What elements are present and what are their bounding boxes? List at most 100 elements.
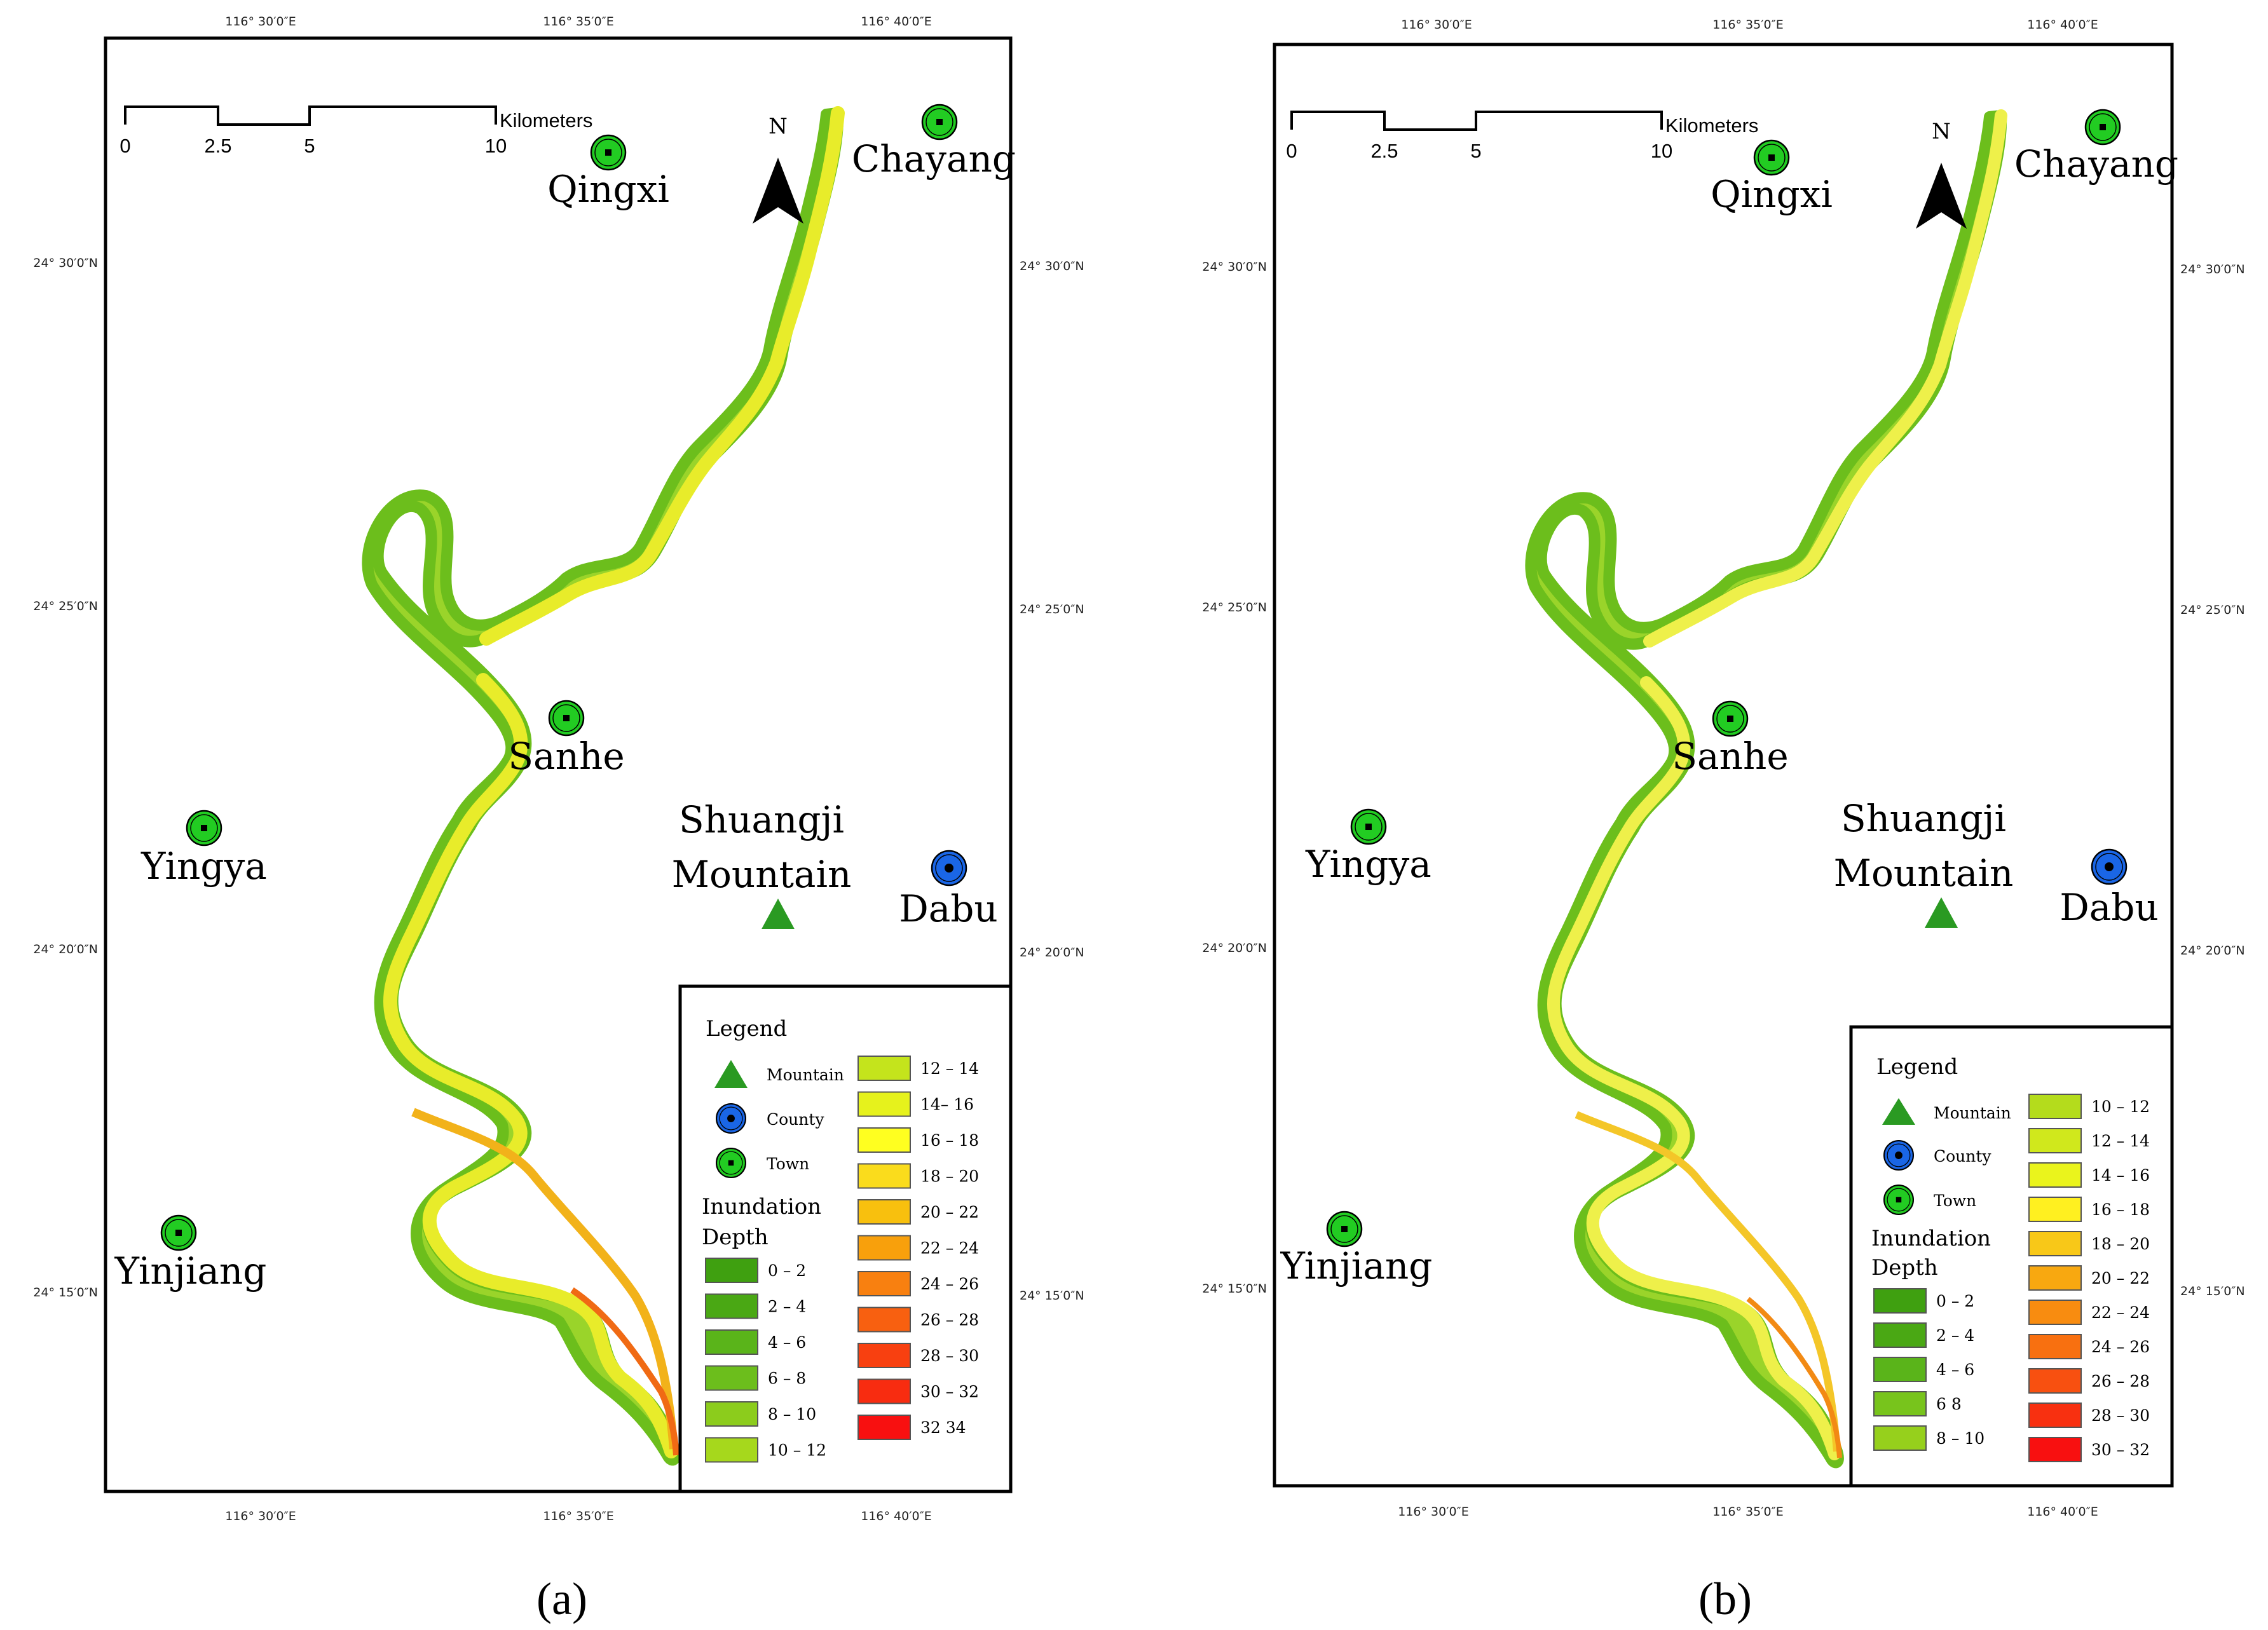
- legend-swatch: [705, 1437, 758, 1463]
- town-icon: [1326, 1211, 1363, 1247]
- mountain-icon: [762, 899, 795, 929]
- legend-swatch: [2028, 1265, 2082, 1291]
- legend-swatch-label: 28 – 30: [920, 1347, 979, 1365]
- place-shuangji-mountain: Shuangji Mountain: [672, 798, 852, 929]
- town-icon: [590, 134, 627, 171]
- legend-swatch: [1873, 1425, 1927, 1451]
- legend-swatch: [2028, 1094, 2082, 1119]
- lat-label: 24° 25′0″N: [1020, 602, 1084, 616]
- place-yinjiang: Yinjiang: [114, 1214, 267, 1293]
- legend-item-label: Mountain: [1934, 1104, 2011, 1122]
- legend-classes: 0 – 2 2 – 4 4 – 6 6 – 8 8 – 10 10 – 12 12 – 14…: [705, 1056, 979, 1463]
- legend-swatch-label: 2 – 4: [768, 1298, 806, 1316]
- scale-tick: 10: [1651, 140, 1672, 162]
- place-dabu: Dabu: [2060, 848, 2159, 929]
- legend-swatch: [2028, 1300, 2082, 1325]
- legend-swatch: [705, 1365, 758, 1391]
- panel-caption: (a): [536, 1573, 587, 1624]
- place-yingya: Yingya: [1305, 808, 1431, 886]
- legend-swatch: [705, 1401, 758, 1427]
- legend-swatch-label: 0 – 2: [768, 1261, 806, 1280]
- north-label: N: [1932, 119, 1951, 144]
- legend-swatch-label: 30 – 32: [920, 1383, 979, 1401]
- legend-swatch-label: 16 – 18: [920, 1131, 979, 1150]
- north-arrow-icon: N: [753, 114, 803, 224]
- place-label: Yinjiang: [1280, 1244, 1433, 1287]
- place-sanhe: Sanhe: [1672, 700, 1789, 778]
- panel-a: 116° 30′0″E 116° 35′0″E 116° 40′0″E 116°…: [33, 15, 1084, 1624]
- lat-label: 24° 20′0″N: [33, 942, 98, 956]
- legend-item-label: Town: [767, 1155, 809, 1173]
- lat-label: 24° 15′0″N: [1020, 1289, 1084, 1303]
- legend-swatch-label: 14 – 16: [2091, 1166, 2150, 1185]
- town-icon: [160, 1214, 197, 1251]
- legend-swatch-label: 24 – 26: [2091, 1338, 2150, 1356]
- place-label: Yingya: [1305, 843, 1431, 886]
- legend-depth-title: Depth: [702, 1225, 769, 1250]
- lon-label: 116° 40′0″E: [861, 1509, 932, 1523]
- legend-swatch: [857, 1271, 911, 1296]
- lon-label: 116° 35′0″E: [543, 15, 614, 29]
- legend-swatch-label: 10 – 12: [2091, 1097, 2150, 1116]
- legend-swatch: [857, 1378, 911, 1404]
- lat-label: 24° 25′0″N: [2180, 603, 2245, 617]
- county-icon: [931, 850, 967, 886]
- county-icon: [715, 1103, 747, 1134]
- place-qingxi: Qingxi: [547, 134, 669, 211]
- legend-swatch-label: 8 – 10: [768, 1405, 816, 1423]
- north-label: N: [769, 114, 788, 139]
- legend-swatch: [705, 1329, 758, 1355]
- scale-bar: 0 2.5 5 10 Kilometers: [120, 105, 592, 157]
- lat-label: 24° 15′0″N: [1202, 1282, 1267, 1296]
- place-label: Mountain: [1834, 852, 2014, 895]
- place-label: Sanhe: [508, 735, 624, 778]
- longitude-labels-bottom: 116° 30′0″E 116° 35′0″E 116° 40′0″E: [1398, 1505, 2098, 1519]
- latitude-labels-right: 24° 30′0″N 24° 25′0″N 24° 20′0″N 24° 15′…: [1020, 259, 1084, 1303]
- lon-label: 116° 35′0″E: [1712, 18, 1784, 32]
- lon-label: 116° 35′0″E: [543, 1509, 614, 1523]
- lat-label: 24° 30′0″N: [2180, 262, 2245, 276]
- legend-swatch-label: 4 – 6: [768, 1333, 806, 1352]
- reservoir-inundation-area: [1531, 116, 2001, 1462]
- county-icon: [2091, 848, 2128, 885]
- legend-swatch-label: 12 – 14: [2091, 1132, 2150, 1150]
- place-label: Dabu: [899, 887, 998, 930]
- legend-swatch-label: 14– 16: [920, 1096, 974, 1114]
- lat-label: 24° 25′0″N: [1202, 601, 1267, 615]
- legend-swatch-label: 22 – 24: [920, 1239, 979, 1258]
- scale-tick: 2.5: [1370, 140, 1398, 162]
- legend-depth-title: Inundation: [702, 1194, 821, 1219]
- place-label: Qingxi: [547, 168, 669, 211]
- legend-swatch-label: 32 34: [920, 1418, 966, 1437]
- place-label: Chayang: [852, 137, 1016, 180]
- legend-swatch-label: 16 – 18: [2091, 1200, 2150, 1219]
- legend-swatch-label: 18 – 20: [2091, 1235, 2150, 1253]
- latitude-labels-left: 24° 30′0″N 24° 25′0″N 24° 20′0″N 24° 15′…: [33, 256, 98, 1300]
- place-label: Mountain: [672, 853, 852, 896]
- reservoir-inundation-area: [367, 113, 838, 1460]
- mountain-icon: [1925, 897, 1958, 928]
- legend-swatch-label: 8 – 10: [1936, 1429, 1984, 1448]
- town-icon: [1753, 139, 1790, 176]
- legend-swatch: [857, 1415, 911, 1440]
- legend-swatch-label: 0 – 2: [1936, 1292, 1974, 1310]
- place-label: Yinjiang: [114, 1249, 267, 1293]
- legend-swatch: [857, 1343, 911, 1368]
- place-qingxi: Qingxi: [1711, 139, 1833, 216]
- lon-label: 116° 40′0″E: [2027, 18, 2098, 32]
- legend-depth-title: Inundation: [1871, 1226, 1991, 1251]
- town-icon: [2084, 109, 2121, 146]
- legend-swatch: [1873, 1391, 1927, 1416]
- legend-swatch-label: 22 – 24: [2091, 1303, 2150, 1322]
- lat-label: 24° 25′0″N: [33, 599, 98, 613]
- legend-swatch: [1873, 1357, 1927, 1382]
- legend-depth-title: Depth: [1871, 1255, 1938, 1280]
- longitude-labels-top: 116° 30′0″E 116° 35′0″E 116° 40′0″E: [225, 15, 932, 29]
- legend-swatch-label: 20 – 22: [920, 1203, 979, 1221]
- town-icon: [548, 700, 585, 737]
- longitude-labels-top: 116° 30′0″E 116° 35′0″E 116° 40′0″E: [1401, 18, 2098, 32]
- legend-swatch: [857, 1199, 911, 1225]
- lon-label: 116° 30′0″E: [225, 15, 296, 29]
- place-label: Chayang: [2014, 142, 2178, 186]
